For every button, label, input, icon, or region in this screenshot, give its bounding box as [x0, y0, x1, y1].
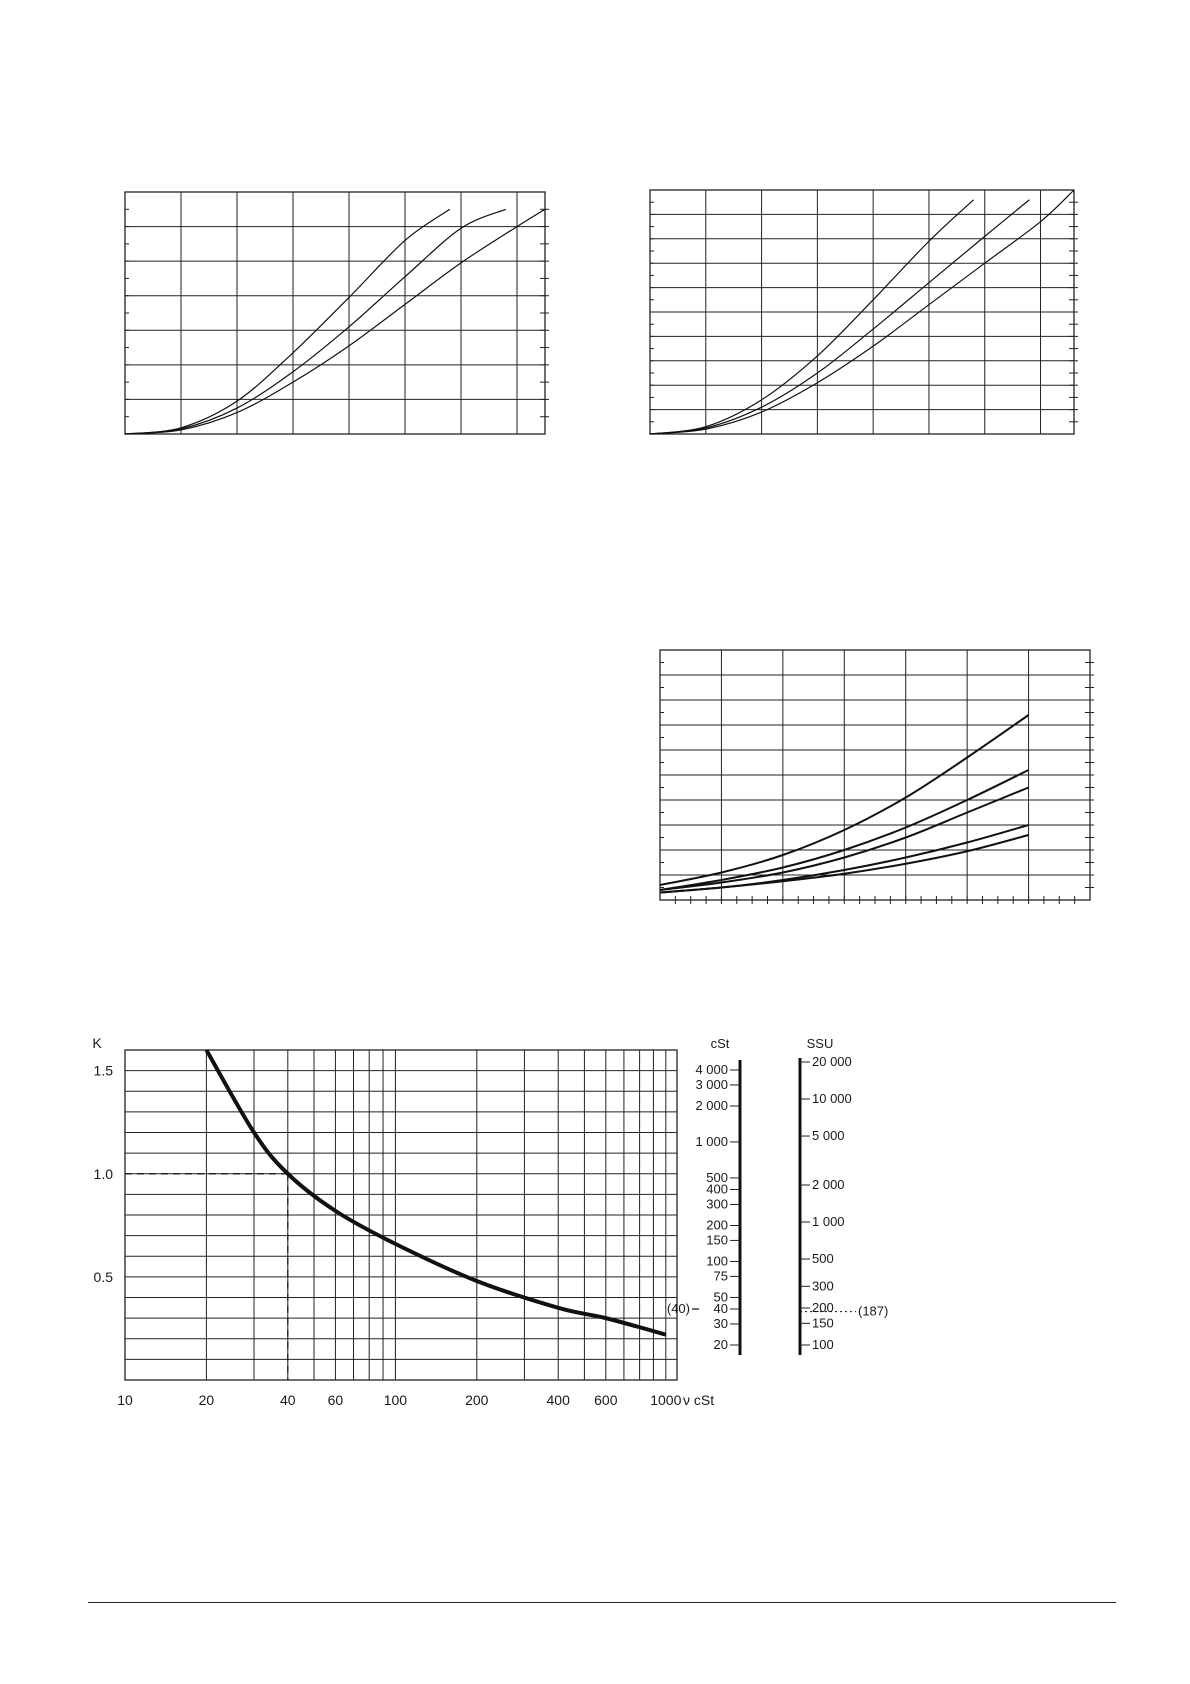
top-left-series-2	[124, 208, 507, 435]
cst-tick-label: 4 000	[695, 1062, 728, 1077]
correction-factor-curve	[204, 1049, 667, 1337]
chart-middle-right	[650, 638, 1100, 906]
viscosity-correction-plot: 10 20 40 60 100 200 400 600 1000 0.5 1.0 1.5 Kν cSt	[92, 1035, 714, 1408]
y-tick-label: 1.5	[94, 1063, 114, 1079]
chart-middle-right-plot	[659, 649, 1094, 904]
cst-tick-label: 1 000	[695, 1134, 728, 1149]
chart-top-right-plot	[649, 189, 1078, 435]
chart-top-right	[640, 180, 1080, 450]
ssu-tick-label: 200	[812, 1300, 834, 1315]
ssu-tick-label: 500	[812, 1251, 834, 1266]
cst-tick-label: 50	[714, 1289, 728, 1304]
cst-tick-label: 3 000	[695, 1077, 728, 1092]
ssu-tick-label: 2 000	[812, 1177, 845, 1192]
x-tick-label: 100	[384, 1392, 408, 1408]
ssu-tick-label: 5 000	[812, 1128, 845, 1143]
ssu-tick-label: 10 000	[812, 1091, 852, 1106]
y-tick-label: 1.0	[94, 1166, 114, 1182]
y-axis-label: K	[92, 1035, 102, 1051]
x-tick-label: 40	[280, 1392, 296, 1408]
cst-tick-label: 30	[714, 1316, 728, 1331]
top-left-frame	[124, 191, 546, 435]
cst-tick-label: 100	[706, 1253, 728, 1268]
top-right-series-1	[649, 199, 974, 435]
ssu-scale-title: SSU	[807, 1036, 834, 1051]
viscosity-grid	[125, 1050, 677, 1380]
top-left-grid	[125, 192, 545, 434]
example-ssu-label: (187)	[858, 1304, 888, 1319]
middle-right-grid	[660, 650, 1090, 900]
ssu-tick-label: 20 000	[812, 1054, 852, 1069]
x-tick-label: 10	[117, 1392, 133, 1408]
x-tick-label: 60	[328, 1392, 344, 1408]
footer-rule	[88, 1602, 1116, 1603]
cst-tick-label: 150	[706, 1232, 728, 1247]
x-tick-label: 20	[199, 1392, 215, 1408]
cst-scale-title: cSt	[711, 1036, 730, 1051]
top-left-series-3	[124, 208, 546, 435]
x-tick-label: 1000	[650, 1392, 681, 1408]
ssu-tick-label: 1 000	[812, 1214, 845, 1229]
top-right-series-2	[649, 199, 1030, 435]
cst-tick-label: 400	[706, 1182, 728, 1197]
ssu-tick-label: 150	[812, 1315, 834, 1330]
ssu-tick-label: 300	[812, 1278, 834, 1293]
example-cst-label: (40)	[667, 1301, 690, 1316]
chart-top-left	[110, 180, 550, 450]
middle-right-series-2	[659, 769, 1030, 891]
ssu-tick-label: 100	[812, 1337, 834, 1352]
cst-tick-label: 200	[706, 1217, 728, 1232]
x-tick-label: 200	[465, 1392, 489, 1408]
middle-right-series-1	[659, 714, 1030, 886]
viscosity-conversion-scale: cSt SSU 4 000 3 000 2 000 1 000 500 400 300 200 15…	[660, 1030, 920, 1380]
cst-tick-label: 40	[714, 1301, 728, 1316]
x-tick-label: 600	[594, 1392, 618, 1408]
y-tick-label: 0.5	[94, 1269, 114, 1285]
middle-right-series-5	[659, 834, 1029, 894]
cst-tick-label: 300	[706, 1196, 728, 1211]
cst-tick-label: 75	[714, 1268, 728, 1283]
top-left-series-1	[124, 208, 451, 435]
cst-tick-label: 2 000	[695, 1098, 728, 1113]
x-tick-label: 400	[547, 1392, 571, 1408]
chart-top-left-plot	[124, 191, 549, 435]
middle-right-series-3	[659, 786, 1029, 891]
cst-tick-label: 500	[706, 1170, 728, 1185]
x-axis-label: ν cSt	[683, 1392, 714, 1408]
cst-tick-label: 20	[714, 1337, 728, 1352]
viscosity-frame	[124, 1049, 678, 1381]
top-right-series-3	[649, 189, 1075, 435]
